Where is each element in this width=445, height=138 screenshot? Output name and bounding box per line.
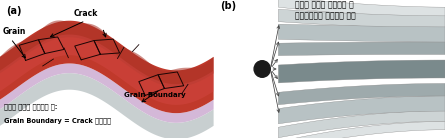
Polygon shape	[0, 73, 214, 138]
Text: 다층구조에서 박리현상 발생: 다층구조에서 박리현상 발생	[295, 11, 356, 20]
Polygon shape	[279, 0, 445, 18]
Polygon shape	[279, 42, 445, 56]
Polygon shape	[0, 20, 214, 87]
Polygon shape	[0, 21, 214, 113]
Polygon shape	[279, 83, 445, 105]
Ellipse shape	[254, 61, 270, 77]
Text: (a): (a)	[6, 6, 22, 15]
Polygon shape	[279, 111, 445, 138]
Polygon shape	[279, 9, 445, 28]
Text: Grain: Grain	[2, 27, 25, 36]
Text: 물리적 압력이 가해졌을 때:: 물리적 압력이 가해졌을 때:	[4, 104, 58, 110]
Polygon shape	[0, 34, 214, 105]
Polygon shape	[279, 24, 445, 42]
Text: Grain Boundary = Crack 발생위치: Grain Boundary = Crack 발생위치	[4, 117, 111, 124]
Text: Grain Boundary: Grain Boundary	[124, 92, 186, 98]
Text: 물리적 압력이 가해졌을 때: 물리적 압력이 가해졌을 때	[295, 1, 353, 10]
Polygon shape	[279, 121, 445, 138]
Polygon shape	[279, 96, 445, 124]
Polygon shape	[0, 63, 214, 123]
Polygon shape	[279, 60, 445, 83]
Text: (b): (b)	[221, 1, 237, 11]
Text: Crack: Crack	[73, 9, 97, 18]
